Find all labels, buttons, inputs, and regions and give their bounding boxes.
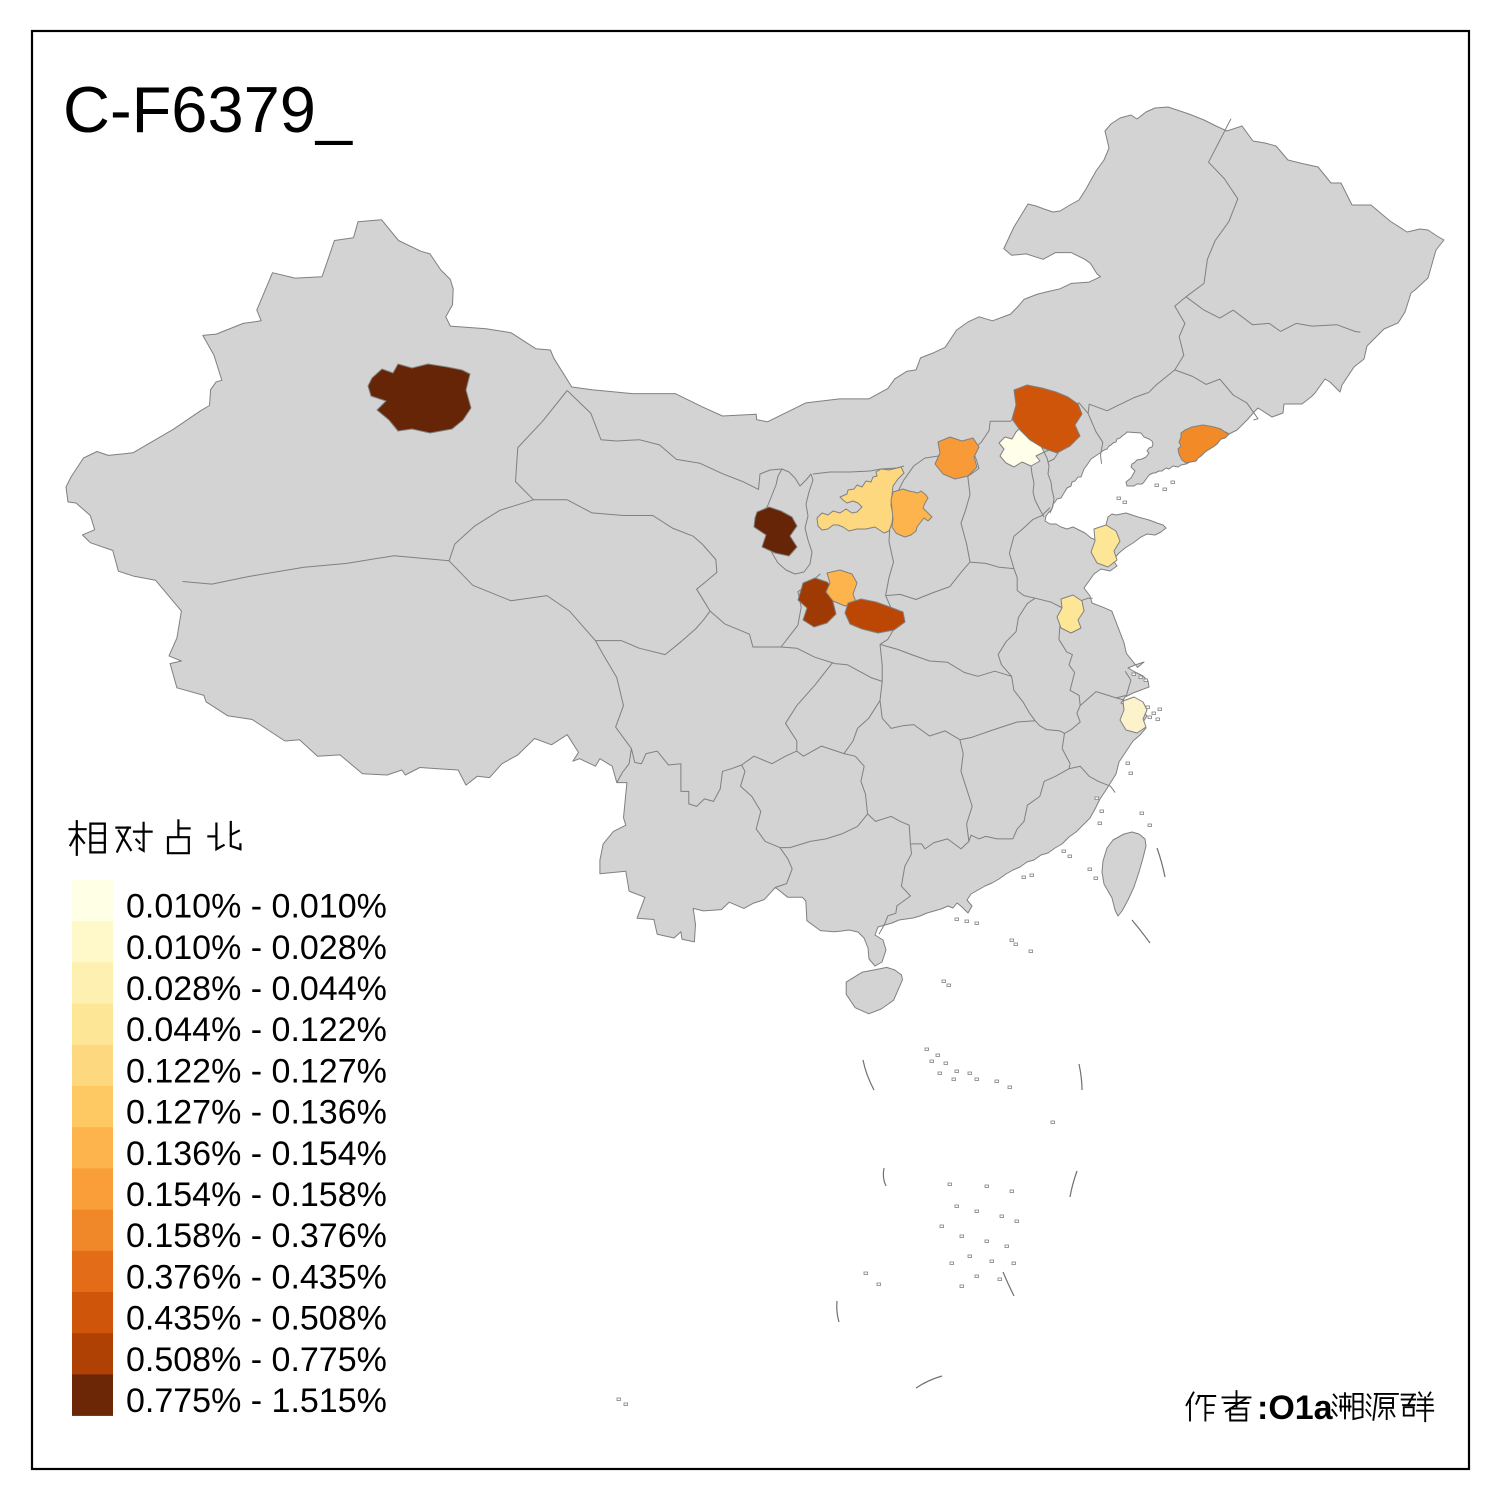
- svg-text:0.154% - 0.158%: 0.154% - 0.158%: [126, 1176, 387, 1214]
- svg-text:0.775% - 1.515%: 0.775% - 1.515%: [126, 1382, 387, 1420]
- svg-text:0.044% - 0.122%: 0.044% - 0.122%: [126, 1011, 387, 1049]
- svg-text:0.376% - 0.435%: 0.376% - 0.435%: [126, 1258, 387, 1296]
- svg-text:C-F6379_: C-F6379_: [63, 73, 353, 146]
- svg-text:0.508% - 0.775%: 0.508% - 0.775%: [126, 1341, 387, 1379]
- svg-text:0.010% - 0.028%: 0.010% - 0.028%: [126, 929, 387, 967]
- svg-text:0.028% - 0.044%: 0.028% - 0.044%: [126, 970, 387, 1008]
- svg-text:0.435% - 0.508%: 0.435% - 0.508%: [126, 1300, 387, 1338]
- svg-text::O1a: :O1a: [1257, 1389, 1334, 1427]
- svg-text:0.127% - 0.136%: 0.127% - 0.136%: [126, 1094, 387, 1132]
- svg-text:0.136% - 0.154%: 0.136% - 0.154%: [126, 1135, 387, 1173]
- svg-text:0.158% - 0.376%: 0.158% - 0.376%: [126, 1217, 387, 1255]
- svg-text:0.122% - 0.127%: 0.122% - 0.127%: [126, 1052, 387, 1090]
- svg-text:0.010% - 0.010%: 0.010% - 0.010%: [126, 888, 387, 926]
